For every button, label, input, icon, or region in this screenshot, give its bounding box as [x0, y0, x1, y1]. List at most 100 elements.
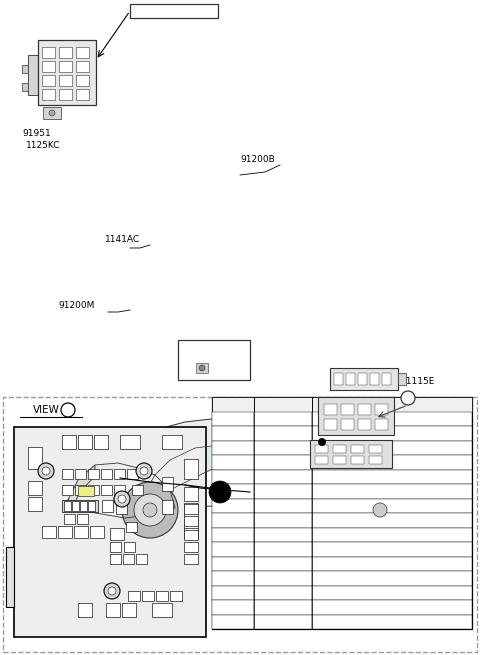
Bar — [184, 516, 198, 526]
Text: MIDIFUSE-30A: MIDIFUSE-30A — [364, 603, 420, 612]
Text: 18980C: 18980C — [268, 501, 299, 510]
Polygon shape — [65, 430, 440, 518]
Text: 95225: 95225 — [270, 574, 296, 583]
Text: h: h — [105, 487, 108, 493]
Text: a: a — [230, 414, 236, 423]
Bar — [28, 497, 42, 511]
Bar — [312, 441, 472, 455]
Text: FUSE-MIN 20A: FUSE-MIN 20A — [364, 487, 420, 496]
Bar — [64, 514, 75, 524]
Bar — [333, 445, 346, 453]
Text: b: b — [166, 481, 169, 487]
Bar — [184, 504, 198, 514]
Bar — [14, 427, 206, 637]
Text: b: b — [63, 529, 67, 534]
Text: k: k — [83, 440, 87, 445]
Text: f: f — [231, 487, 234, 496]
Bar — [330, 368, 398, 390]
Bar — [6, 547, 14, 607]
Bar — [110, 542, 121, 552]
Bar — [212, 397, 472, 629]
Bar — [75, 485, 86, 495]
Bar — [254, 411, 312, 426]
Text: e: e — [230, 472, 236, 481]
Bar — [369, 445, 382, 453]
Bar — [312, 426, 472, 441]
Bar — [62, 500, 98, 512]
Text: d: d — [160, 593, 164, 599]
Bar — [122, 603, 136, 617]
Bar — [351, 456, 364, 464]
Text: b: b — [47, 529, 51, 534]
Circle shape — [364, 494, 396, 526]
Bar — [78, 603, 92, 617]
Text: g: g — [230, 501, 236, 510]
Bar — [334, 373, 343, 385]
Bar — [312, 484, 472, 498]
Bar — [212, 586, 254, 600]
Bar — [358, 419, 371, 430]
Text: 18982E: 18982E — [268, 603, 298, 612]
Text: h: h — [105, 472, 108, 476]
Bar — [106, 603, 120, 617]
Circle shape — [401, 391, 415, 405]
Bar — [341, 419, 354, 430]
Text: m: m — [169, 440, 175, 445]
Circle shape — [114, 491, 130, 507]
Bar — [88, 485, 99, 495]
Text: g: g — [174, 593, 178, 599]
Bar — [178, 340, 250, 380]
Bar — [212, 527, 254, 542]
Text: k: k — [189, 506, 192, 512]
Text: FUSE-MIN 15A: FUSE-MIN 15A — [364, 501, 420, 510]
Text: 91115E: 91115E — [400, 377, 434, 386]
Text: A: A — [65, 405, 71, 415]
Bar — [120, 435, 140, 449]
Text: b: b — [130, 525, 133, 529]
Bar — [94, 435, 108, 449]
Bar — [346, 373, 355, 385]
Bar — [110, 554, 121, 564]
Text: PART NAME: PART NAME — [365, 400, 419, 409]
Text: 18982D: 18982D — [267, 617, 299, 626]
Bar — [312, 600, 472, 614]
Text: m: m — [159, 607, 165, 612]
Text: FUSE-SLOW BLOW 20A: FUSE-SLOW BLOW 20A — [346, 443, 438, 452]
Circle shape — [108, 587, 116, 595]
Text: g: g — [131, 472, 134, 476]
Text: h: h — [92, 472, 96, 476]
Circle shape — [122, 482, 178, 538]
Bar — [212, 484, 254, 498]
Text: 91200B: 91200B — [240, 155, 275, 164]
Polygon shape — [68, 463, 175, 518]
Text: b: b — [115, 531, 119, 536]
Text: f: f — [82, 517, 84, 521]
Text: b: b — [106, 504, 109, 508]
Text: d: d — [146, 593, 150, 599]
Bar — [254, 470, 312, 484]
Text: REF.91-911: REF.91-911 — [149, 7, 199, 16]
Text: k: k — [127, 607, 131, 612]
Text: 18980A: 18980A — [268, 429, 298, 438]
Text: 95220A: 95220A — [267, 545, 299, 553]
Bar — [76, 47, 89, 58]
Bar — [72, 501, 79, 511]
Bar — [162, 500, 173, 514]
Bar — [75, 469, 86, 479]
Bar — [59, 75, 72, 86]
Text: h: h — [127, 557, 130, 561]
Bar — [162, 435, 182, 449]
Circle shape — [373, 503, 387, 517]
Text: l: l — [129, 440, 131, 445]
Bar — [212, 441, 254, 455]
Text: FUSE-MIN 30A: FUSE-MIN 30A — [364, 458, 420, 467]
Text: 18980D: 18980D — [267, 487, 299, 496]
Bar — [312, 455, 472, 470]
Bar — [22, 65, 28, 73]
Bar — [116, 500, 127, 514]
Bar — [358, 404, 371, 415]
Text: k: k — [67, 440, 71, 445]
Bar — [324, 404, 337, 415]
Text: RELAY ASSY-POWER: RELAY ASSY-POWER — [352, 574, 432, 583]
Bar — [212, 571, 254, 586]
